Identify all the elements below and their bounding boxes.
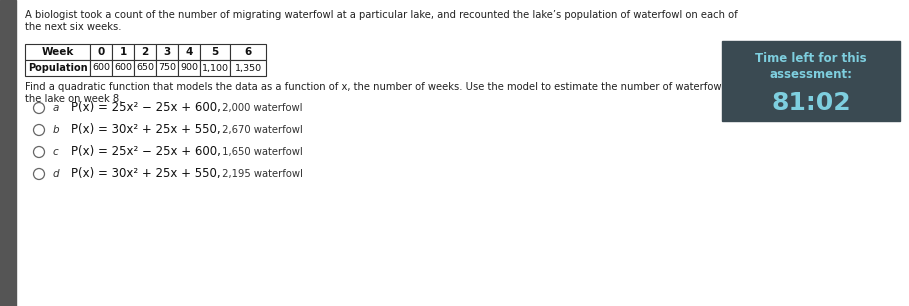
Bar: [230, 44, 266, 60]
Text: 750: 750: [158, 64, 176, 73]
Text: d: d: [53, 169, 60, 179]
Text: 4: 4: [185, 47, 193, 57]
Text: 6: 6: [245, 47, 252, 57]
Text: 1: 1: [119, 47, 126, 57]
Bar: [112, 60, 134, 76]
Text: Find a quadratic function that models the data as a function of x, the number of: Find a quadratic function that models th…: [25, 82, 737, 92]
Text: P(x) = 30x² + 25x + 550,: P(x) = 30x² + 25x + 550,: [71, 124, 221, 136]
Text: a: a: [53, 103, 59, 113]
Bar: [134, 60, 156, 76]
Bar: [90, 60, 112, 76]
Text: 2,670 waterfowl: 2,670 waterfowl: [219, 125, 303, 135]
Bar: [156, 44, 178, 60]
Text: Population: Population: [27, 63, 87, 73]
Text: Time left for this: Time left for this: [755, 53, 867, 65]
Bar: [25, 60, 90, 76]
Bar: [722, 41, 900, 121]
Text: the next six weeks.: the next six weeks.: [25, 22, 122, 32]
Text: 2,195 waterfowl: 2,195 waterfowl: [219, 169, 303, 179]
Bar: [200, 44, 230, 60]
Bar: [90, 44, 112, 60]
Bar: [178, 60, 200, 76]
Text: 1,100: 1,100: [202, 64, 228, 73]
Text: P(x) = 30x² + 25x + 550,: P(x) = 30x² + 25x + 550,: [71, 167, 221, 181]
Bar: [200, 60, 230, 76]
Bar: [134, 44, 156, 60]
Text: P(x) = 25x² − 25x + 600,: P(x) = 25x² − 25x + 600,: [71, 145, 221, 159]
Text: 2: 2: [142, 47, 149, 57]
Text: the lake on week 8.: the lake on week 8.: [25, 94, 123, 104]
Text: 0: 0: [97, 47, 105, 57]
Text: 1,350: 1,350: [235, 64, 262, 73]
Text: b: b: [53, 125, 60, 135]
Bar: [156, 60, 178, 76]
Text: 600: 600: [92, 64, 110, 73]
Bar: [0, 0, 16, 306]
Text: A biologist took a count of the number of migrating waterfowl at a particular la: A biologist took a count of the number o…: [25, 10, 738, 20]
Bar: [25, 44, 90, 60]
Text: 81:02: 81:02: [771, 91, 851, 115]
Bar: [112, 44, 134, 60]
Text: 2,000 waterfowl: 2,000 waterfowl: [219, 103, 303, 113]
Text: Week: Week: [41, 47, 74, 57]
Text: 600: 600: [114, 64, 132, 73]
Text: 1,650 waterfowl: 1,650 waterfowl: [219, 147, 303, 157]
Text: 5: 5: [212, 47, 219, 57]
Text: assessment:: assessment:: [770, 69, 853, 81]
Text: 900: 900: [180, 64, 198, 73]
Text: P(x) = 25x² − 25x + 600,: P(x) = 25x² − 25x + 600,: [71, 102, 221, 114]
Text: 650: 650: [136, 64, 154, 73]
Bar: [230, 60, 266, 76]
Text: c: c: [53, 147, 59, 157]
Bar: [178, 44, 200, 60]
Text: 3: 3: [164, 47, 171, 57]
